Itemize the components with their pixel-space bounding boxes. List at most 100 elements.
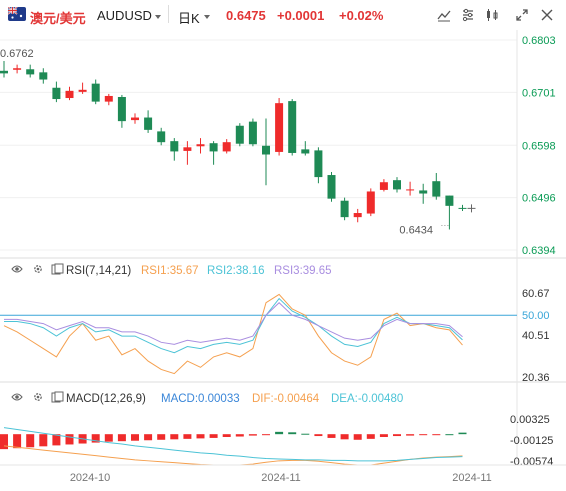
copy-icon [51, 391, 64, 403]
macd-histogram-bar [52, 434, 61, 446]
candle [78, 82, 87, 94]
high-price-label: 0.6762 [0, 48, 34, 60]
price-tick-label: 0.6701 [522, 87, 556, 99]
candle-body [196, 144, 205, 147]
rsi3-label: RSI3:39.65 [274, 265, 332, 277]
candle-body [419, 190, 428, 194]
rsi-line-3 [4, 302, 463, 345]
x-tick-label: 2024-10 [70, 472, 110, 484]
flag-icon [7, 6, 26, 24]
candle-body [393, 180, 401, 190]
candle [170, 138, 179, 161]
candle [275, 98, 284, 156]
candle-body [340, 200, 349, 218]
macd-tick-label: 0.00325 [510, 414, 550, 426]
candle-body [327, 175, 336, 199]
macd-histogram-bar [235, 434, 244, 437]
x-axis: 2024-10 2024-11 2024-11 [0, 464, 566, 484]
macd-histogram-bar [366, 434, 375, 439]
candle [26, 64, 35, 78]
gear-icon [34, 265, 42, 273]
header-divider [168, 5, 169, 23]
macd-histogram-bar [144, 434, 153, 441]
candle [39, 68, 48, 84]
candle [117, 94, 126, 128]
candle-body [78, 89, 87, 92]
last-price: 0.6475 [226, 8, 266, 23]
candle-body [170, 141, 179, 152]
candle-body [104, 95, 113, 102]
candle-body [262, 145, 270, 155]
candle-body [353, 213, 362, 218]
candle [183, 141, 192, 165]
rsi2-label: RSI2:38.16 [207, 265, 265, 277]
macd-histogram-bar [458, 432, 467, 435]
indicator-settings-icon[interactable] [461, 8, 475, 22]
candle-body [13, 68, 22, 70]
dif-label: DIF:-0.00464 [252, 393, 320, 405]
candle-body [406, 189, 415, 191]
candle [262, 118, 270, 186]
candle [379, 179, 388, 192]
candle [209, 141, 218, 165]
price-tick-label: 0.6496 [522, 193, 556, 205]
symbol-cn-name[interactable]: 澳元/美元 [30, 11, 86, 26]
macd-histogram-bar [248, 434, 257, 436]
macd-histogram-bar [170, 434, 179, 440]
dea-line [3, 427, 463, 462]
candle [366, 188, 375, 217]
candle-body [26, 69, 35, 75]
candle [144, 110, 153, 133]
chart-settings-icon[interactable] [437, 8, 451, 22]
macd-histogram-bar [117, 434, 126, 442]
candle-body [275, 103, 284, 152]
symbol-code[interactable]: AUDUSD [97, 8, 152, 23]
macd-histogram-bar [209, 434, 218, 438]
candle [340, 197, 349, 221]
price-tick-label: 0.6394 [522, 245, 556, 257]
price-change-pct: +0.02% [339, 8, 384, 23]
eye-icon [11, 393, 23, 401]
candle [458, 204, 467, 211]
timeframe-selector[interactable]: 日K [178, 11, 200, 26]
chevron-down-icon[interactable] [203, 9, 211, 24]
close-icon[interactable] [540, 8, 554, 22]
macd-histogram-bar [301, 433, 310, 435]
candle-body [157, 131, 166, 143]
candle-body [183, 147, 192, 151]
macd-tick-label: -0.00125 [510, 435, 553, 447]
candle-body [91, 83, 100, 102]
x-tick-label: 2024-11 [261, 472, 301, 484]
candle-body [235, 125, 244, 144]
candle-style-icon[interactable] [485, 8, 499, 22]
expand-icon[interactable] [515, 8, 529, 22]
rsi-tick-label: 50.00 [522, 310, 550, 322]
candle-body [458, 207, 467, 209]
dea-label: DEA:-0.00480 [331, 393, 403, 405]
chevron-down-icon[interactable] [154, 9, 162, 24]
candle-body [222, 142, 231, 152]
macd-title: MACD(12,26,9) [66, 393, 146, 405]
candle [131, 113, 139, 124]
rsi-tick-label: 40.51 [522, 330, 550, 342]
macd-histogram-bar [275, 431, 284, 435]
price-change: +0.0001 [277, 8, 325, 23]
price-panel: 0.6803 0.6701 0.6598 0.6496 0.6394 0.6762 0.64… [0, 35, 556, 257]
macd-histogram-bar [157, 434, 166, 440]
macd-histogram-bar [314, 434, 323, 437]
gear-icon [34, 393, 42, 401]
macd-histogram-bar [65, 434, 74, 445]
candle-body [39, 72, 48, 80]
candle-body [248, 121, 257, 145]
candle [157, 127, 166, 146]
candle-body [445, 195, 454, 206]
macd-histogram-bar [39, 434, 48, 447]
copy-icon [51, 263, 64, 275]
candle [235, 123, 244, 147]
candle-body [432, 181, 441, 197]
candle [314, 147, 323, 184]
chart-grid [0, 39, 517, 251]
price-tick-label: 0.6598 [522, 140, 556, 152]
candle-body [288, 101, 297, 153]
